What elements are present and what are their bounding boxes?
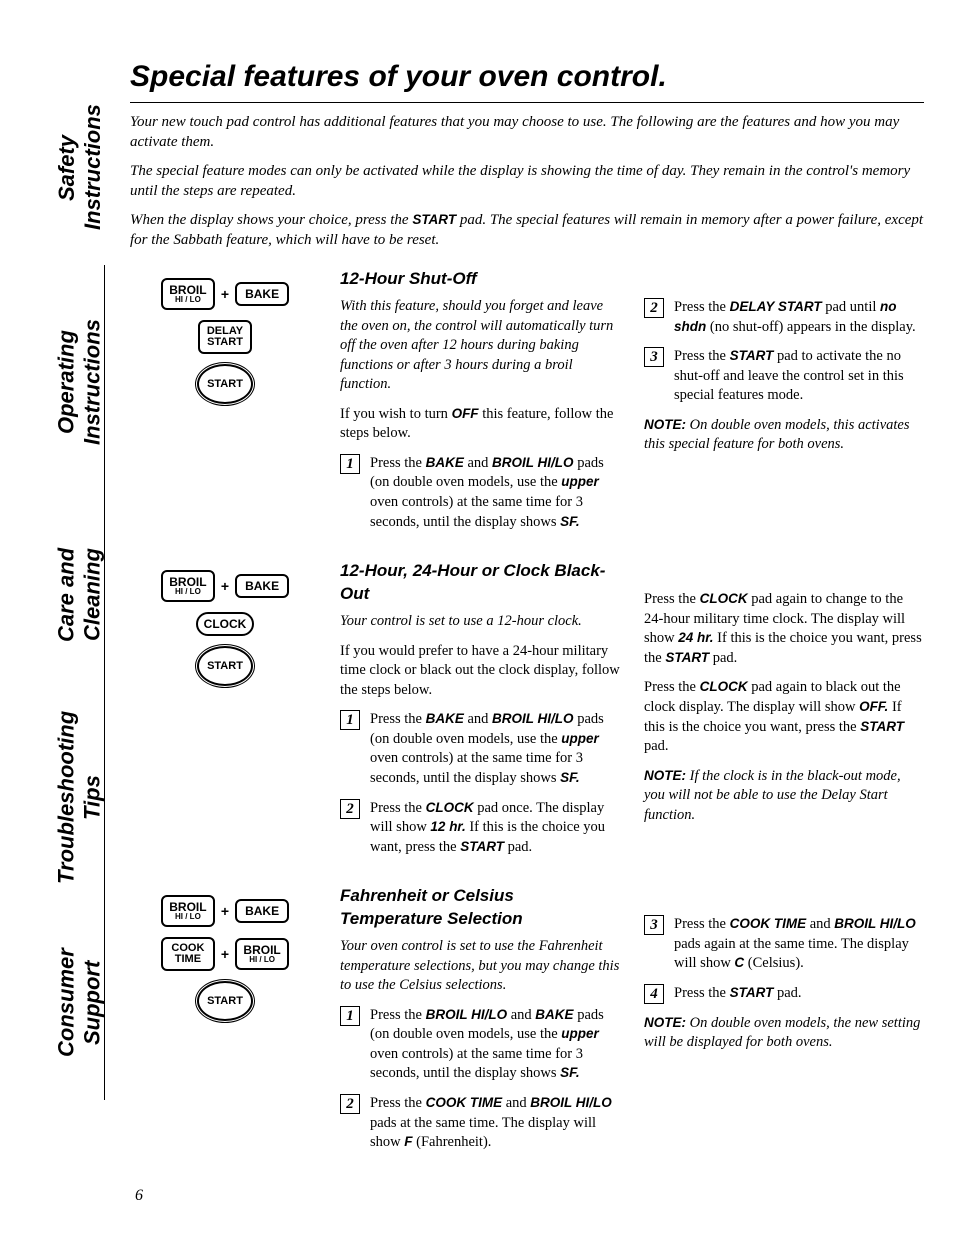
tab-care: Care and Cleaning bbox=[55, 500, 105, 690]
btn-start: START bbox=[197, 646, 253, 686]
intro-p3: When the display shows your choice, pres… bbox=[130, 211, 924, 250]
s3-note: NOTE: On double oven models, the new set… bbox=[644, 1014, 924, 1053]
tab-operating: Operating Instructions bbox=[55, 265, 105, 500]
plus-icon: + bbox=[221, 578, 229, 594]
s2-intro: Your control is set to use a 12-hour clo… bbox=[340, 612, 620, 632]
s2-step1: 1 Press the BAKE and BROIL HI/LO pads (o… bbox=[340, 710, 620, 788]
s2-r2: Press the CLOCK pad again to black out t… bbox=[644, 678, 924, 756]
s1-off-line: If you wish to turn OFF this feature, fo… bbox=[340, 405, 620, 444]
s3-col2: 3 Press the COOK TIME and BROIL HI/LO pa… bbox=[644, 885, 924, 1163]
s3-step3: 3 Press the COOK TIME and BROIL HI/LO pa… bbox=[644, 915, 924, 974]
btn-broil: BROILHI / LO bbox=[161, 570, 215, 602]
btn-bake: BAKE bbox=[235, 282, 289, 306]
s3-intro: Your oven control is set to use the Fahr… bbox=[340, 937, 620, 996]
btn-bake: BAKE bbox=[235, 899, 289, 923]
btn-clock: CLOCK bbox=[196, 612, 255, 636]
intro-block: Your new touch pad control has additiona… bbox=[130, 113, 924, 250]
plus-icon: + bbox=[221, 903, 229, 919]
diagram-s1: BROILHI / LO + BAKE DELAY START START bbox=[130, 268, 320, 542]
s2-note: NOTE: If the clock is in the black-out m… bbox=[644, 767, 924, 826]
section-temp-units: BROILHI / LO + BAKE COOK TIME + BROILHI … bbox=[130, 885, 924, 1163]
s1-step1: 1 Press the BAKE and BROIL HI/LO pads (o… bbox=[340, 454, 620, 532]
plus-icon: + bbox=[221, 286, 229, 302]
s2-p1: If you would prefer to have a 24-hour mi… bbox=[340, 642, 620, 701]
s2-col1: 12-Hour, 24-Hour or Clock Black-Out Your… bbox=[340, 560, 620, 867]
s3-heading: Fahrenheit or Celsius Temperature Select… bbox=[340, 885, 620, 931]
diagram-s2: BROILHI / LO + BAKE CLOCK START bbox=[130, 560, 320, 867]
section-clock-mode: BROILHI / LO + BAKE CLOCK START 12-Hour,… bbox=[130, 560, 924, 867]
intro-p2: The special feature modes can only be ac… bbox=[130, 162, 924, 201]
s3-step2: 2 Press the COOK TIME and BROIL HI/LO pa… bbox=[340, 1094, 620, 1153]
btn-broil: BROILHI / LO bbox=[161, 895, 215, 927]
s1-intro: With this feature, should you forget and… bbox=[340, 297, 620, 395]
s1-col1: 12-Hour Shut-Off With this feature, shou… bbox=[340, 268, 620, 542]
s2-step2: 2 Press the CLOCK pad once. The display … bbox=[340, 799, 620, 858]
s1-step2: 2 Press the DELAY START pad until no shd… bbox=[644, 298, 924, 337]
section-12hr-shutoff: BROILHI / LO + BAKE DELAY START START 12… bbox=[130, 268, 924, 542]
tab-safety: Safety Instructions bbox=[55, 70, 105, 265]
tab-troubleshooting: Troubleshooting Tips bbox=[55, 690, 105, 905]
s1-step3: 3 Press the START pad to activate the no… bbox=[644, 347, 924, 406]
side-tabs: Safety Instructions Operating Instructio… bbox=[55, 70, 105, 1170]
btn-broil: BROILHI / LO bbox=[235, 938, 289, 970]
s1-heading: 12-Hour Shut-Off bbox=[340, 268, 620, 291]
btn-start: START bbox=[197, 981, 253, 1021]
s3-col1: Fahrenheit or Celsius Temperature Select… bbox=[340, 885, 620, 1163]
intro-p1: Your new touch pad control has additiona… bbox=[130, 113, 924, 152]
page-number: 6 bbox=[135, 1187, 143, 1205]
s2-heading: 12-Hour, 24-Hour or Clock Black-Out bbox=[340, 560, 620, 606]
s3-step4: 4 Press the START pad. bbox=[644, 984, 924, 1004]
btn-delay-start: DELAY START bbox=[198, 320, 252, 354]
s2-col2: Press the CLOCK pad again to change to t… bbox=[644, 560, 924, 867]
page-title: Special features of your oven control. bbox=[130, 60, 924, 94]
btn-broil: BROILHI / LO bbox=[161, 278, 215, 310]
tab-support: Consumer Support bbox=[55, 905, 105, 1100]
s1-col2: 2 Press the DELAY START pad until no shd… bbox=[644, 268, 924, 542]
btn-start: START bbox=[197, 364, 253, 404]
diagram-s3: BROILHI / LO + BAKE COOK TIME + BROILHI … bbox=[130, 885, 320, 1163]
s3-step1: 1 Press the BROIL HI/LO and BAKE pads (o… bbox=[340, 1006, 620, 1084]
s1-note: NOTE: On double oven models, this activa… bbox=[644, 416, 924, 455]
plus-icon: + bbox=[221, 946, 229, 962]
btn-cook-time: COOK TIME bbox=[161, 937, 215, 971]
title-divider bbox=[130, 102, 924, 103]
s2-r1: Press the CLOCK pad again to change to t… bbox=[644, 590, 924, 668]
btn-bake: BAKE bbox=[235, 574, 289, 598]
